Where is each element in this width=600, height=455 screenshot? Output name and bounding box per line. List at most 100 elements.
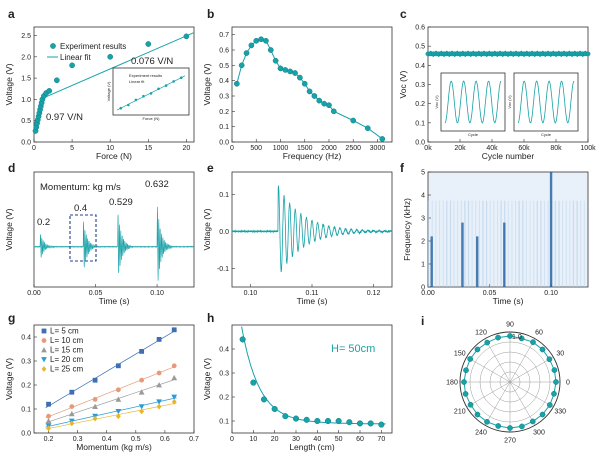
- y-tick-label: 1.5: [21, 76, 31, 83]
- heatmap-cell: [518, 200, 520, 287]
- heatmap-burst: [430, 236, 433, 287]
- data-point: [330, 108, 337, 115]
- data-point: [350, 117, 357, 124]
- legend-marker: [41, 328, 47, 334]
- angle-label: 210: [454, 409, 466, 416]
- x-axis-label: Time (s): [297, 296, 328, 306]
- x-tick-label: 20: [271, 436, 279, 443]
- data-point: [271, 405, 278, 413]
- heatmap-burst: [461, 222, 464, 287]
- heatmap-cell: [565, 200, 567, 287]
- plot-frame: [231, 26, 393, 143]
- heatmap-cell: [428, 200, 429, 287]
- data-point: [367, 420, 374, 427]
- angular-gridline: [466, 381, 511, 408]
- x-tick-label: 0.5: [131, 436, 141, 443]
- data-point: [258, 36, 264, 43]
- x-tick-label: 0.00: [421, 290, 435, 297]
- y-tick-label: 0.4: [21, 335, 31, 342]
- burst-label: 0.529: [109, 197, 133, 208]
- x-tick-label: 30: [292, 436, 300, 443]
- x-tick-label: 0.00: [27, 290, 41, 297]
- data-point: [461, 379, 467, 385]
- heatmap-cell: [525, 200, 527, 287]
- data-point: [138, 404, 145, 410]
- data-point: [156, 399, 162, 405]
- annotation: Momentum: kg m/s: [40, 182, 121, 193]
- panel-f: 0.00 0.05 0.10 0 1 2 3 4 5 Time (s) Frequency (kHz…: [400, 161, 589, 306]
- data-point: [529, 418, 536, 425]
- data-point: [379, 136, 386, 142]
- x-tick-label: 10: [249, 436, 257, 443]
- data-point: [239, 336, 246, 343]
- fit-line: [45, 365, 177, 419]
- x-tick-label: 15: [144, 145, 152, 152]
- annotation: H= 50cm: [331, 343, 375, 355]
- panel-label: a: [8, 7, 15, 21]
- data-point: [171, 363, 177, 369]
- y-tick-label: 2.0: [21, 54, 31, 61]
- panel-label: i: [421, 314, 424, 328]
- x-tick-label: 0.4: [102, 436, 112, 443]
- inset-point: [142, 94, 145, 98]
- angular-gridline: [509, 381, 554, 408]
- x-tick-label: 1000: [273, 145, 289, 152]
- y-tick-label: 0.1: [219, 124, 229, 131]
- data-point: [139, 377, 145, 383]
- data-point: [484, 339, 491, 346]
- data-point: [156, 337, 162, 342]
- heatmap-cell: [500, 200, 502, 287]
- data-point: [46, 88, 53, 94]
- heatmap-cell: [453, 200, 455, 287]
- angular-gridline: [509, 356, 554, 383]
- data-point: [463, 367, 469, 374]
- plot-frame: [33, 324, 195, 434]
- y-tick-label: 0.3: [415, 82, 425, 89]
- y-tick-label: 0: [421, 285, 425, 292]
- fit-line: [45, 402, 177, 430]
- data-point: [303, 416, 310, 423]
- data-point: [171, 327, 177, 333]
- data-point: [495, 423, 502, 429]
- x-tick-label: 20: [182, 145, 190, 152]
- data-point: [467, 401, 474, 408]
- inset-x-label: Cycle: [541, 132, 552, 137]
- data-point: [335, 417, 342, 425]
- y-axis-label: Voc (V): [398, 70, 408, 98]
- y-axis-label: Voltage (V): [202, 208, 212, 250]
- x-tick-label: 0k: [424, 145, 432, 152]
- data-point: [233, 80, 240, 87]
- heatmap-cell: [507, 200, 509, 287]
- data-point: [171, 374, 178, 381]
- y-tick-label: 0.1: [219, 419, 229, 426]
- heatmap-cell: [547, 200, 549, 287]
- y-tick-label: 0.3: [219, 94, 229, 101]
- data-point: [138, 389, 145, 395]
- inset-point: [119, 106, 123, 110]
- signal-trace: [231, 185, 393, 273]
- y-tick-label: 0.1: [415, 120, 425, 127]
- inset-y-label: Voc (V): [507, 95, 512, 109]
- data-point: [92, 377, 98, 383]
- heatmap-cell: [497, 200, 499, 287]
- y-tick-label: 0.3: [219, 371, 229, 378]
- data-point: [92, 403, 98, 409]
- heatmap-cell: [446, 200, 448, 287]
- y-tick-label: 0.7: [219, 32, 229, 39]
- data-point: [539, 411, 546, 418]
- angle-label: 270: [504, 438, 516, 445]
- y-tick-label: 0.6: [415, 25, 425, 32]
- data-point: [238, 62, 245, 69]
- inset-y-label: Voc (V): [434, 95, 439, 109]
- inset-wave: [444, 80, 502, 124]
- data-point: [115, 387, 121, 393]
- data-point: [156, 382, 162, 388]
- data-point: [171, 398, 177, 405]
- legend-marker: [41, 347, 47, 353]
- x-axis-label: Time (s): [99, 296, 130, 306]
- data-point: [250, 379, 257, 386]
- legend-marker: [50, 43, 56, 49]
- panel-g: 0.2 0.3 0.4 0.5 0.6 0.70.00.10.20.30.4Momentu…: [4, 311, 199, 452]
- y-tick-label: 1: [421, 262, 425, 269]
- data-point: [46, 413, 51, 419]
